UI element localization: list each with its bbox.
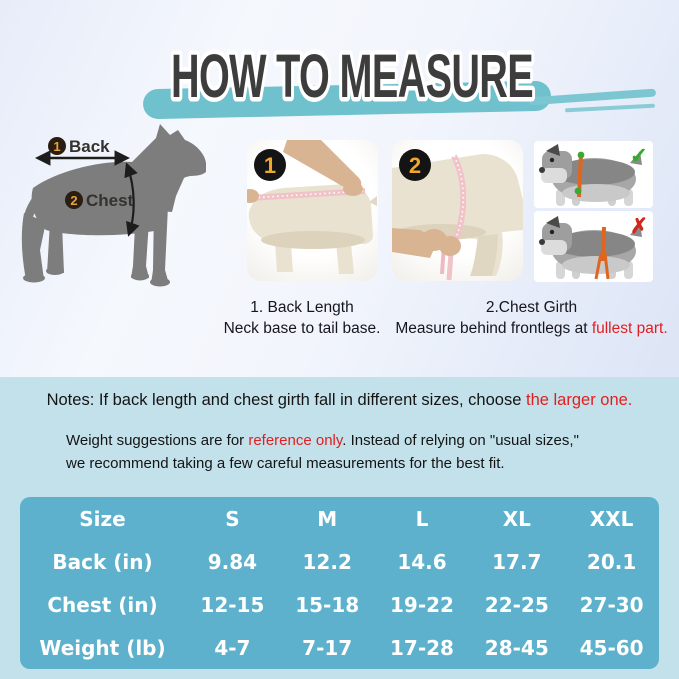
chest-badge-number: 2 bbox=[70, 193, 77, 208]
chest-girth-photo-art: 2 bbox=[392, 149, 523, 281]
back-number-badge bbox=[48, 137, 66, 155]
size-table-header: Size bbox=[79, 506, 126, 531]
back-length-caption-desc: Neck base to tail base. bbox=[223, 320, 381, 337]
dog-measurement-diagram: 1 Back 2 Chest bbox=[21, 124, 206, 287]
schnauzer-dog bbox=[539, 144, 642, 206]
table-cell: 14.6 bbox=[397, 549, 447, 574]
back-length-photo: 1 bbox=[247, 140, 378, 281]
weight-note-highlight: reference only bbox=[248, 432, 343, 449]
back-label-group: 1 Back bbox=[48, 137, 110, 156]
notes-line: Notes: If back length and chest girth fa… bbox=[0, 391, 679, 410]
table-cell: 12-15 bbox=[200, 592, 265, 617]
size-chart-table: Size S M L XL XXL Back (in) 9.84 12.2 14… bbox=[20, 497, 659, 669]
correct-position-photo: ✓ bbox=[534, 141, 653, 208]
how-to-measure-section: HOW TO MEASURE HOW TO MEASURE bbox=[0, 0, 679, 377]
size-table-header: S bbox=[225, 506, 240, 531]
chest-caption-highlight: fullest part. bbox=[591, 320, 668, 337]
chest-girth-photo: 2 bbox=[392, 140, 523, 281]
weight-note-line2: we recommend taking a few careful measur… bbox=[66, 455, 505, 472]
weight-note-text: . Instead of relying on "usual sizes," bbox=[342, 432, 579, 449]
step-number-badge: 1 bbox=[254, 149, 286, 181]
table-cell: 22-25 bbox=[484, 592, 549, 617]
step-number-badge: 2 bbox=[399, 149, 431, 181]
notes-text: If back length and chest girth fall in d… bbox=[94, 391, 526, 409]
dog-tail bbox=[630, 151, 642, 165]
row-label-back: Back (in) bbox=[52, 549, 153, 574]
chest-number-badge bbox=[65, 191, 83, 209]
weight-note: Weight suggestions are for reference onl… bbox=[66, 429, 646, 475]
cross-icon: ✗ bbox=[630, 215, 648, 238]
dog-ear bbox=[546, 144, 560, 156]
table-cell: 27-30 bbox=[579, 592, 644, 617]
table-cell: 7-17 bbox=[302, 635, 353, 660]
page-title: HOW TO MEASURE bbox=[171, 42, 533, 110]
back-length-photo-art: 1 bbox=[247, 140, 377, 274]
table-cell: 20.1 bbox=[586, 549, 637, 574]
size-table-header: L bbox=[415, 506, 429, 531]
dog-mannequin bbox=[248, 184, 377, 274]
step-1-number: 1 bbox=[264, 153, 276, 178]
chest-girth-caption-desc: Measure behind frontlegs at fullest part… bbox=[384, 318, 679, 339]
weight-note-text: Weight suggestions are for bbox=[66, 432, 249, 449]
step-2-number: 2 bbox=[409, 153, 421, 178]
notes-label: Notes: bbox=[46, 391, 95, 409]
tape-at-chest bbox=[574, 151, 585, 198]
back-length-caption-title: 1. Back Length bbox=[250, 299, 354, 316]
size-table-header: XXL bbox=[589, 506, 634, 531]
row-label-chest: Chest (in) bbox=[47, 592, 158, 617]
table-cell: 12.2 bbox=[302, 549, 352, 574]
mannequin-tail bbox=[369, 196, 377, 206]
notes-and-size-section: Notes: If back length and chest girth fa… bbox=[0, 377, 679, 679]
table-cell: 15-18 bbox=[295, 592, 360, 617]
weight-note-line1: Weight suggestions are for reference onl… bbox=[66, 429, 646, 452]
wrong-position-art: ✗ bbox=[539, 215, 648, 280]
table-cell: 45-60 bbox=[579, 635, 644, 660]
measuring-hands bbox=[392, 228, 461, 258]
step-captions: 1. Back Length Neck base to tail base. 2… bbox=[0, 297, 679, 343]
tape-at-belly bbox=[594, 226, 610, 280]
size-table-header: XL bbox=[502, 506, 531, 531]
mannequin-front-leg bbox=[470, 234, 498, 276]
table-cell: 9.84 bbox=[207, 549, 258, 574]
chest-girth-arrow bbox=[124, 162, 140, 237]
notes-highlight: the larger one. bbox=[525, 391, 633, 409]
wrong-position-photo: ✗ bbox=[534, 211, 653, 282]
dog-tail bbox=[630, 223, 642, 237]
chest-girth-caption-title: 2.Chest Girth bbox=[485, 299, 578, 316]
chest-girth-caption: 2.Chest Girth Measure behind frontlegs a… bbox=[384, 297, 679, 339]
table-cell: 19-22 bbox=[390, 592, 454, 617]
schnauzer-dog bbox=[539, 216, 642, 279]
dog-tail bbox=[22, 194, 43, 240]
page-title-shadow: HOW TO MEASURE bbox=[173, 44, 535, 112]
table-cell: 17.7 bbox=[492, 549, 542, 574]
correct-position-art: ✓ bbox=[539, 143, 648, 206]
title-banner: HOW TO MEASURE HOW TO MEASURE bbox=[167, 38, 539, 115]
chest-label: Chest bbox=[86, 191, 134, 210]
row-label-weight: Weight (lb) bbox=[39, 635, 166, 660]
check-icon: ✓ bbox=[630, 143, 648, 168]
measuring-hand bbox=[247, 140, 363, 203]
dog-ear bbox=[546, 216, 560, 228]
chest-caption-text: Measure behind frontlegs at bbox=[395, 320, 592, 337]
back-badge-number: 1 bbox=[53, 139, 60, 154]
chest-label-group: 2 Chest bbox=[65, 191, 134, 210]
back-label: Back bbox=[69, 137, 110, 156]
table-cell: 4-7 bbox=[214, 635, 251, 660]
back-length-caption: 1. Back Length Neck base to tail base. bbox=[196, 297, 408, 339]
table-cell: 28-45 bbox=[484, 635, 549, 660]
size-table-header: M bbox=[317, 506, 338, 531]
table-cell: 17-28 bbox=[390, 635, 454, 660]
